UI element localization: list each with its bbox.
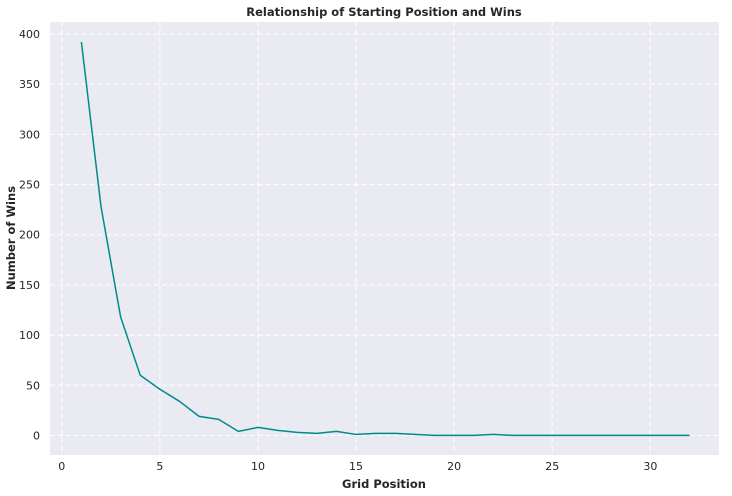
y-tick-label: 250 <box>19 179 40 192</box>
y-tick-label: 0 <box>33 429 40 442</box>
grid-lines <box>50 22 719 455</box>
y-tick-label: 400 <box>19 28 40 41</box>
series-layer <box>80 41 690 437</box>
y-axis-label: Number of Wins <box>4 186 18 290</box>
plot-area <box>50 22 719 455</box>
x-tick-label: 0 <box>58 460 65 473</box>
x-tick-label: 25 <box>545 460 559 473</box>
chart-title: Relationship of Starting Position and Wi… <box>246 5 522 19</box>
y-tick-label: 50 <box>26 379 40 392</box>
y-axis-ticks: 0 50 100 150 200 250 300 350 400 <box>19 28 40 442</box>
y-tick-label: 350 <box>19 78 40 91</box>
y-tick-label: 300 <box>19 128 40 141</box>
x-axis-ticks: 0 5 10 15 20 25 30 <box>58 460 657 473</box>
y-tick-label: 100 <box>19 329 40 342</box>
series-line <box>80 41 690 437</box>
x-axis-label: Grid Position <box>342 477 426 491</box>
y-tick-label: 200 <box>19 229 40 242</box>
x-tick-label: 5 <box>156 460 163 473</box>
x-tick-label: 10 <box>251 460 265 473</box>
x-tick-label: 15 <box>349 460 363 473</box>
y-tick-label: 150 <box>19 279 40 292</box>
x-tick-label: 20 <box>447 460 461 473</box>
x-tick-label: 30 <box>643 460 657 473</box>
